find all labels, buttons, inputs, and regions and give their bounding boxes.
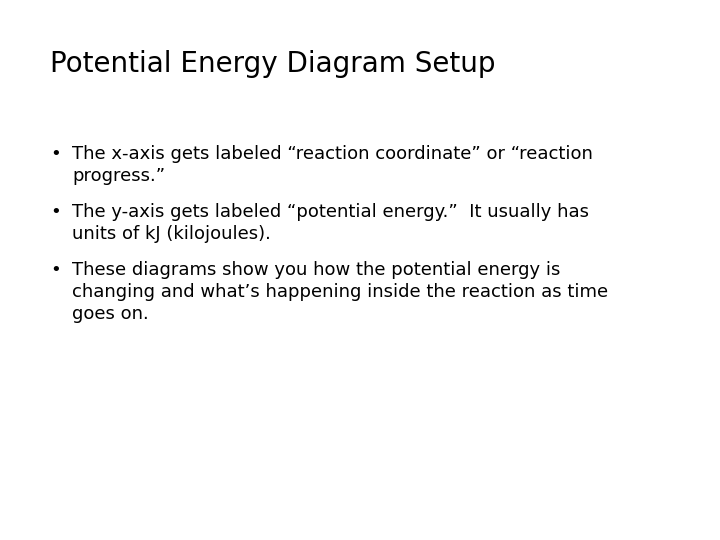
- Text: •: •: [50, 203, 60, 221]
- Text: The y-axis gets labeled “potential energy.”  It usually has: The y-axis gets labeled “potential energ…: [72, 203, 589, 221]
- Text: units of kJ (kilojoules).: units of kJ (kilojoules).: [72, 225, 271, 243]
- Text: goes on.: goes on.: [72, 305, 149, 323]
- Text: These diagrams show you how the potential energy is: These diagrams show you how the potentia…: [72, 261, 560, 279]
- Text: progress.”: progress.”: [72, 167, 165, 185]
- Text: changing and what’s happening inside the reaction as time: changing and what’s happening inside the…: [72, 283, 608, 301]
- Text: The x-axis gets labeled “reaction coordinate” or “reaction: The x-axis gets labeled “reaction coordi…: [72, 145, 593, 163]
- Text: •: •: [50, 261, 60, 279]
- Text: •: •: [50, 145, 60, 163]
- Text: Potential Energy Diagram Setup: Potential Energy Diagram Setup: [50, 50, 495, 78]
